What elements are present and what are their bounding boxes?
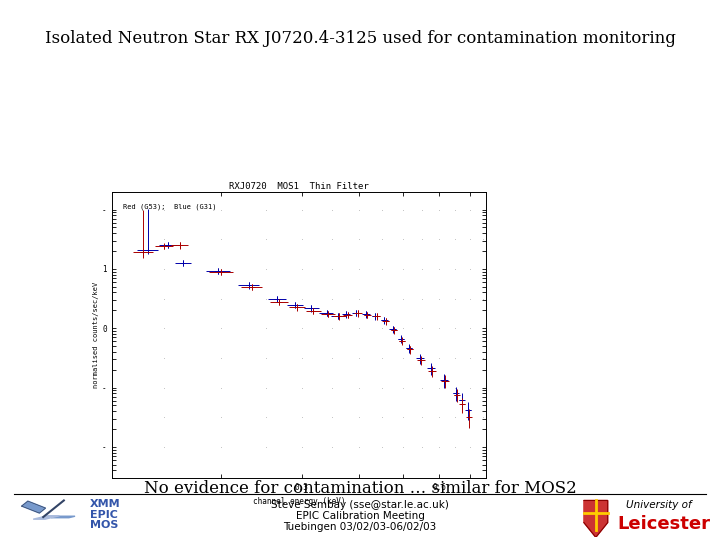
X-axis label: channel energy (keV): channel energy (keV) [253, 497, 345, 507]
Text: Red (G53);  Blue (G31): Red (G53); Blue (G31) [123, 203, 216, 210]
Polygon shape [51, 516, 75, 518]
Text: No evidence for contamination … similar for MOS2: No evidence for contamination … similar … [143, 480, 577, 497]
Text: Tuebingen 03/02/03-06/02/03: Tuebingen 03/02/03-06/02/03 [284, 522, 436, 531]
Text: Steve Sembay (sse@star.le.ac.uk): Steve Sembay (sse@star.le.ac.uk) [271, 500, 449, 510]
Y-axis label: normalised counts/sec/keV: normalised counts/sec/keV [94, 282, 99, 388]
Polygon shape [33, 516, 60, 519]
Text: Leicester: Leicester [618, 515, 711, 533]
Text: Isolated Neutron Star RX J0720.4-3125 used for contamination monitoring: Isolated Neutron Star RX J0720.4-3125 us… [45, 30, 675, 46]
Text: EPIC Calibration Meeting: EPIC Calibration Meeting [296, 511, 424, 521]
Polygon shape [22, 501, 45, 513]
Text: XMM: XMM [90, 499, 121, 509]
Title: RXJ0720  MOS1  Thin Filter: RXJ0720 MOS1 Thin Filter [229, 182, 369, 191]
Text: MOS: MOS [90, 521, 118, 530]
Polygon shape [584, 501, 608, 537]
Text: University of: University of [626, 500, 692, 510]
Text: EPIC: EPIC [90, 510, 118, 519]
